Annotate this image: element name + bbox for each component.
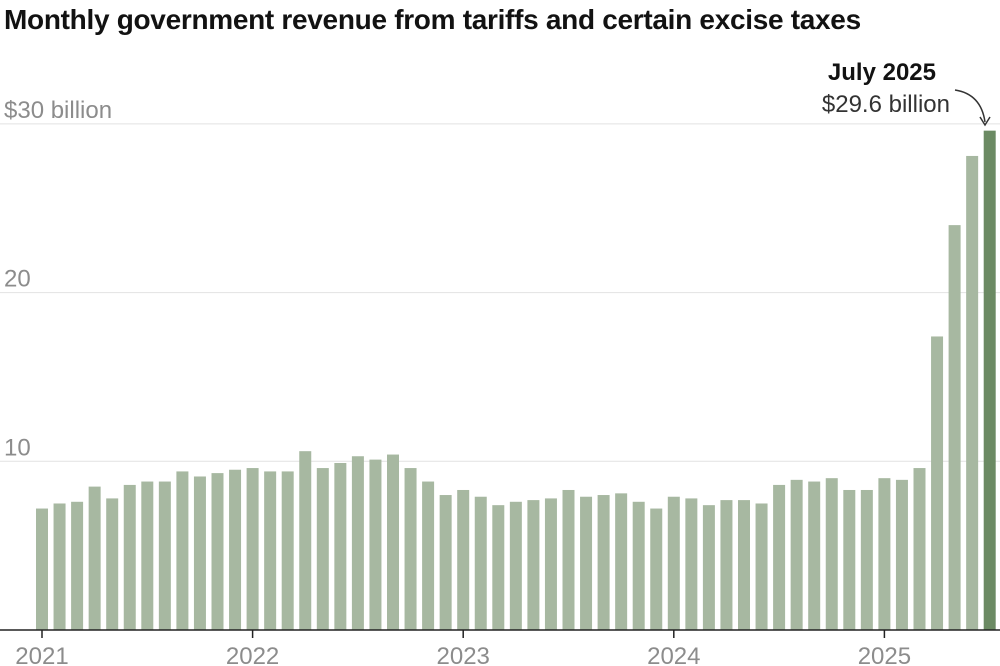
bar — [71, 501, 84, 630]
x-tick-label: 2021 — [15, 643, 68, 666]
annotation-title: July 2025 — [828, 59, 936, 86]
gridlines — [0, 123, 1000, 462]
bar — [843, 489, 856, 630]
bar — [88, 486, 101, 630]
bar — [211, 473, 224, 630]
y-axis-tick-labels: 10 20 $30 billion — [4, 97, 112, 461]
bar — [281, 471, 294, 630]
x-axis-ticks: 2021 2022 2023 2024 2025 — [15, 630, 911, 666]
x-tick-label: 2025 — [858, 643, 911, 666]
bar — [299, 451, 312, 630]
bar — [580, 496, 593, 630]
bar — [123, 484, 136, 630]
bar — [738, 500, 750, 630]
bar — [36, 508, 48, 630]
bar — [931, 336, 944, 630]
bar — [492, 505, 505, 630]
bar — [229, 469, 242, 630]
bar — [790, 479, 803, 630]
y-tick-label: 10 — [4, 434, 31, 461]
bar — [457, 489, 470, 630]
bar — [474, 496, 487, 630]
bar — [53, 503, 66, 630]
bar — [860, 489, 873, 630]
bar — [387, 454, 399, 630]
bar — [106, 498, 119, 630]
annotation-value: $29.6 billion — [822, 91, 950, 118]
bar — [615, 493, 628, 630]
bar — [720, 500, 733, 630]
bar — [369, 459, 382, 630]
chart-title: Monthly government revenue from tariffs … — [4, 4, 861, 35]
bar — [562, 489, 575, 630]
y-tick-label: $30 billion — [4, 97, 112, 124]
bar — [895, 479, 908, 630]
bar — [176, 471, 189, 630]
bar — [597, 495, 610, 630]
bar — [246, 468, 259, 630]
bar — [650, 508, 663, 630]
bar — [632, 501, 645, 630]
bar — [351, 456, 364, 630]
bar — [808, 481, 821, 630]
bar — [966, 155, 979, 630]
bar — [334, 462, 347, 630]
bar — [913, 468, 926, 630]
bar — [193, 476, 206, 630]
bars — [36, 130, 996, 630]
x-tick-label: 2024 — [647, 643, 700, 666]
bar — [685, 498, 698, 630]
bar — [158, 481, 171, 630]
bar — [439, 495, 452, 630]
bar — [667, 496, 680, 630]
x-tick-label: 2022 — [226, 643, 279, 666]
x-tick-label: 2023 — [437, 643, 490, 666]
bar — [825, 478, 838, 630]
bar — [544, 498, 557, 630]
bar — [527, 500, 540, 630]
bar — [404, 468, 417, 630]
bar-highlighted — [983, 130, 996, 630]
bar — [878, 478, 891, 630]
bar — [773, 484, 786, 630]
bar — [755, 503, 768, 630]
bar — [948, 225, 961, 630]
highlight-annotation: July 2025 $29.6 billion — [822, 59, 991, 127]
bar — [509, 501, 522, 630]
bar — [264, 471, 277, 630]
bar — [702, 505, 715, 630]
bar — [316, 468, 329, 630]
annotation-arrow — [954, 89, 986, 123]
annotation-arrowhead — [979, 116, 991, 127]
bar — [422, 481, 435, 630]
y-tick-label: 20 — [4, 266, 31, 293]
bar — [141, 481, 154, 630]
